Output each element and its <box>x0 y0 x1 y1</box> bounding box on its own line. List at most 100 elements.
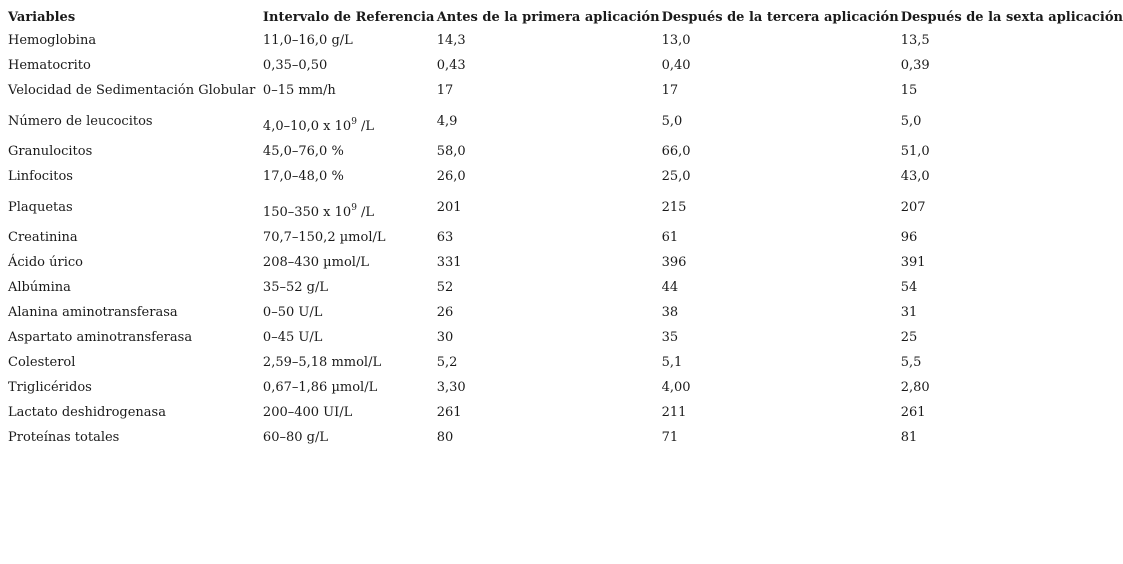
variable-cell: Triglicéridos <box>8 380 92 395</box>
table-row: Ácido úrico 208–430 µmol/L 331 396 391 <box>6 250 1123 275</box>
after-third-cell: 13,0 <box>661 33 691 48</box>
variable-cell: Proteínas totales <box>8 430 120 445</box>
table-row: Hematocrito 0,35–0,50 0,43 0,40 0,39 <box>6 53 1123 78</box>
header-after-sixth-application: Después de la sexta aplicación <box>900 10 1123 25</box>
after-third-cell: 17 <box>661 83 679 98</box>
variable-cell: Creatinina <box>8 230 78 245</box>
header-before-first-application: Antes de la primera aplicación <box>436 10 660 25</box>
reference-unit: /L <box>356 205 375 220</box>
variable-cell: Hemoglobina <box>8 33 97 48</box>
after-sixth-cell: 2,80 <box>900 380 930 395</box>
after-third-cell: 25,0 <box>661 169 691 184</box>
before-first-cell: 26 <box>436 305 454 320</box>
lab-results-table: Variables Intervalo de Referencia Antes … <box>6 7 1123 450</box>
after-third-cell: 66,0 <box>661 144 691 159</box>
reference-cell: 0,35–0,50 <box>262 58 328 73</box>
after-third-cell: 35 <box>661 330 679 345</box>
variable-cell: Colesterol <box>8 355 76 370</box>
table-row: Albúmina 35–52 g/L 52 44 54 <box>6 275 1123 300</box>
reference-cell: 4,0–10,0 x 109 /L <box>261 103 435 139</box>
before-first-cell: 331 <box>436 255 462 270</box>
before-first-cell: 261 <box>436 405 462 420</box>
reference-unit: /L <box>356 119 375 134</box>
after-sixth-cell: 43,0 <box>900 169 930 184</box>
before-first-cell: 80 <box>436 430 454 445</box>
after-sixth-cell: 207 <box>900 199 926 215</box>
before-first-cell: 52 <box>436 280 454 295</box>
table-row: Linfocitos 17,0–48,0 % 26,0 25,0 43,0 <box>6 164 1123 189</box>
before-first-cell: 26,0 <box>436 169 466 184</box>
after-sixth-cell: 81 <box>900 430 918 445</box>
table-header-row: Variables Intervalo de Referencia Antes … <box>6 7 1123 28</box>
before-first-cell: 5,2 <box>436 355 458 370</box>
reference-cell: 0–50 U/L <box>262 305 323 320</box>
after-sixth-cell: 31 <box>900 305 918 320</box>
after-sixth-cell: 54 <box>900 280 918 295</box>
reference-cell: 200–400 UI/L <box>262 405 353 420</box>
reference-cell: 70,7–150,2 µmol/L <box>262 230 386 245</box>
after-sixth-cell: 25 <box>900 330 918 345</box>
table-row: Número de leucocitos 4,0–10,0 x 109 /L 4… <box>6 103 1123 139</box>
after-sixth-cell: 0,39 <box>900 58 930 73</box>
after-third-cell: 5,1 <box>661 355 683 370</box>
variable-cell: Alanina aminotransferasa <box>8 305 178 320</box>
reference-cell: 208–430 µmol/L <box>262 255 369 270</box>
reference-cell: 45,0–76,0 % <box>262 144 344 159</box>
reference-exponent: 9 <box>351 117 357 127</box>
after-third-cell: 215 <box>661 199 687 215</box>
before-first-cell: 0,43 <box>436 58 466 73</box>
reference-cell: 0–15 mm/h <box>262 83 336 98</box>
header-after-third-application: Después de la tercera aplicación <box>661 10 899 25</box>
table-row: Velocidad de Sedimentación Globular 0–15… <box>6 78 1123 103</box>
reference-exponent: 9 <box>351 203 357 213</box>
after-third-cell: 44 <box>661 280 679 295</box>
variable-cell: Linfocitos <box>8 169 73 184</box>
variable-cell: Número de leucocitos <box>8 113 153 129</box>
after-third-cell: 4,00 <box>661 380 691 395</box>
table-row: Proteínas totales 60–80 g/L 80 71 81 <box>6 425 1123 450</box>
header-variables: Variables <box>8 10 76 25</box>
reference-cell: 0,67–1,86 µmol/L <box>262 380 378 395</box>
variable-cell: Plaquetas <box>8 199 73 215</box>
after-third-cell: 396 <box>661 255 687 270</box>
after-sixth-cell: 15 <box>900 83 918 98</box>
table-row: Alanina aminotransferasa 0–50 U/L 26 38 … <box>6 300 1123 325</box>
variable-cell: Lactato deshidrogenasa <box>8 405 166 420</box>
after-third-cell: 61 <box>661 230 679 245</box>
reference-cell: 17,0–48,0 % <box>262 169 344 184</box>
table-row: Aspartato aminotransferasa 0–45 U/L 30 3… <box>6 325 1123 350</box>
before-first-cell: 30 <box>436 330 454 345</box>
after-sixth-cell: 261 <box>900 405 926 420</box>
reference-base: 4,0–10,0 x 10 <box>262 119 352 134</box>
reference-cell: 60–80 g/L <box>262 430 328 445</box>
reference-base: 150–350 x 10 <box>262 205 352 220</box>
after-sixth-cell: 391 <box>900 255 926 270</box>
table-row: Creatinina 70,7–150,2 µmol/L 63 61 96 <box>6 225 1123 250</box>
after-sixth-cell: 5,0 <box>900 113 922 129</box>
before-first-cell: 4,9 <box>436 113 458 129</box>
table-row: Lactato deshidrogenasa 200–400 UI/L 261 … <box>6 400 1123 425</box>
before-first-cell: 14,3 <box>436 33 466 48</box>
before-first-cell: 201 <box>436 199 462 215</box>
after-sixth-cell: 5,5 <box>900 355 922 370</box>
after-third-cell: 211 <box>661 405 687 420</box>
variable-cell: Aspartato aminotransferasa <box>8 330 193 345</box>
variable-cell: Granulocitos <box>8 144 93 159</box>
table-row: Hemoglobina 11,0–16,0 g/L 14,3 13,0 13,5 <box>6 28 1123 53</box>
before-first-cell: 3,30 <box>436 380 466 395</box>
after-third-cell: 5,0 <box>661 113 683 129</box>
after-sixth-cell: 51,0 <box>900 144 930 159</box>
after-sixth-cell: 96 <box>900 230 918 245</box>
variable-cell: Hematocrito <box>8 58 91 73</box>
after-sixth-cell: 13,5 <box>900 33 930 48</box>
reference-cell: 0–45 U/L <box>262 330 323 345</box>
reference-cell: 150–350 x 109 /L <box>261 189 435 225</box>
after-third-cell: 38 <box>661 305 679 320</box>
before-first-cell: 58,0 <box>436 144 466 159</box>
table-row: Colesterol 2,59–5,18 mmol/L 5,2 5,1 5,5 <box>6 350 1123 375</box>
variable-cell: Velocidad de Sedimentación Globular <box>8 83 256 98</box>
reference-cell: 2,59–5,18 mmol/L <box>262 355 382 370</box>
variable-cell: Albúmina <box>8 280 71 295</box>
variable-cell: Ácido úrico <box>8 255 83 270</box>
reference-cell: 11,0–16,0 g/L <box>262 33 353 48</box>
